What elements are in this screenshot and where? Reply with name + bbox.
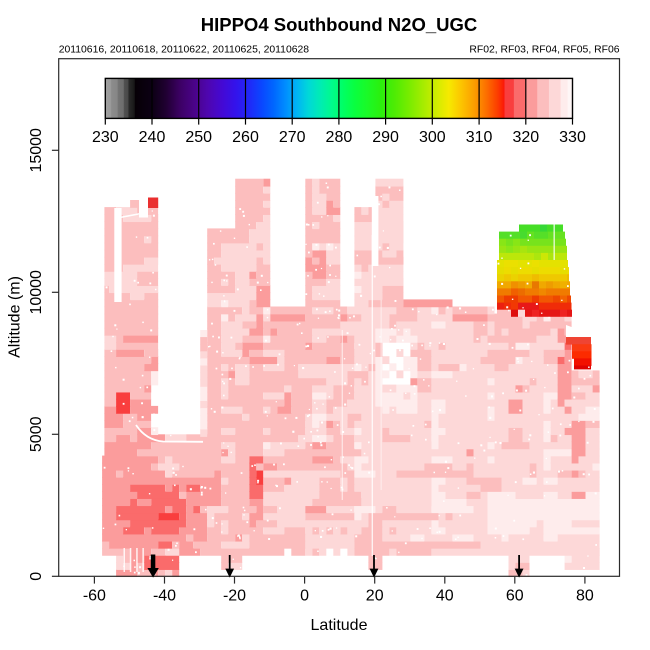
svg-text:10000: 10000 <box>28 270 45 315</box>
svg-text:320: 320 <box>512 129 539 146</box>
svg-text:-40: -40 <box>153 587 176 604</box>
svg-text:40: 40 <box>436 587 454 604</box>
svg-text:Altitude (m): Altitude (m) <box>7 276 24 358</box>
svg-text:330: 330 <box>559 129 586 146</box>
svg-text:-60: -60 <box>83 587 106 604</box>
svg-text:310: 310 <box>466 129 493 146</box>
svg-text:Latitude: Latitude <box>311 617 368 634</box>
svg-text:80: 80 <box>576 587 594 604</box>
svg-text:20: 20 <box>366 587 384 604</box>
svg-text:20110616, 20110618, 20110622,: 20110616, 20110618, 20110622, 20110625, … <box>59 44 310 55</box>
svg-text:260: 260 <box>232 129 259 146</box>
svg-text:0: 0 <box>28 572 45 581</box>
svg-text:300: 300 <box>419 129 446 146</box>
svg-text:290: 290 <box>372 129 399 146</box>
svg-text:5000: 5000 <box>28 416 45 452</box>
svg-text:HIPPO4 Southbound N2O_UGC: HIPPO4 Southbound N2O_UGC <box>201 14 477 35</box>
svg-text:0: 0 <box>300 587 309 604</box>
svg-text:60: 60 <box>506 587 524 604</box>
svg-text:RF02, RF03, RF04, RF05, RF06: RF02, RF03, RF04, RF05, RF06 <box>469 44 619 55</box>
svg-text:280: 280 <box>326 129 353 146</box>
svg-text:270: 270 <box>279 129 306 146</box>
svg-text:15000: 15000 <box>28 128 45 173</box>
svg-text:230: 230 <box>92 129 119 146</box>
svg-text:250: 250 <box>185 129 212 146</box>
svg-text:-20: -20 <box>223 587 246 604</box>
svg-text:240: 240 <box>139 129 166 146</box>
